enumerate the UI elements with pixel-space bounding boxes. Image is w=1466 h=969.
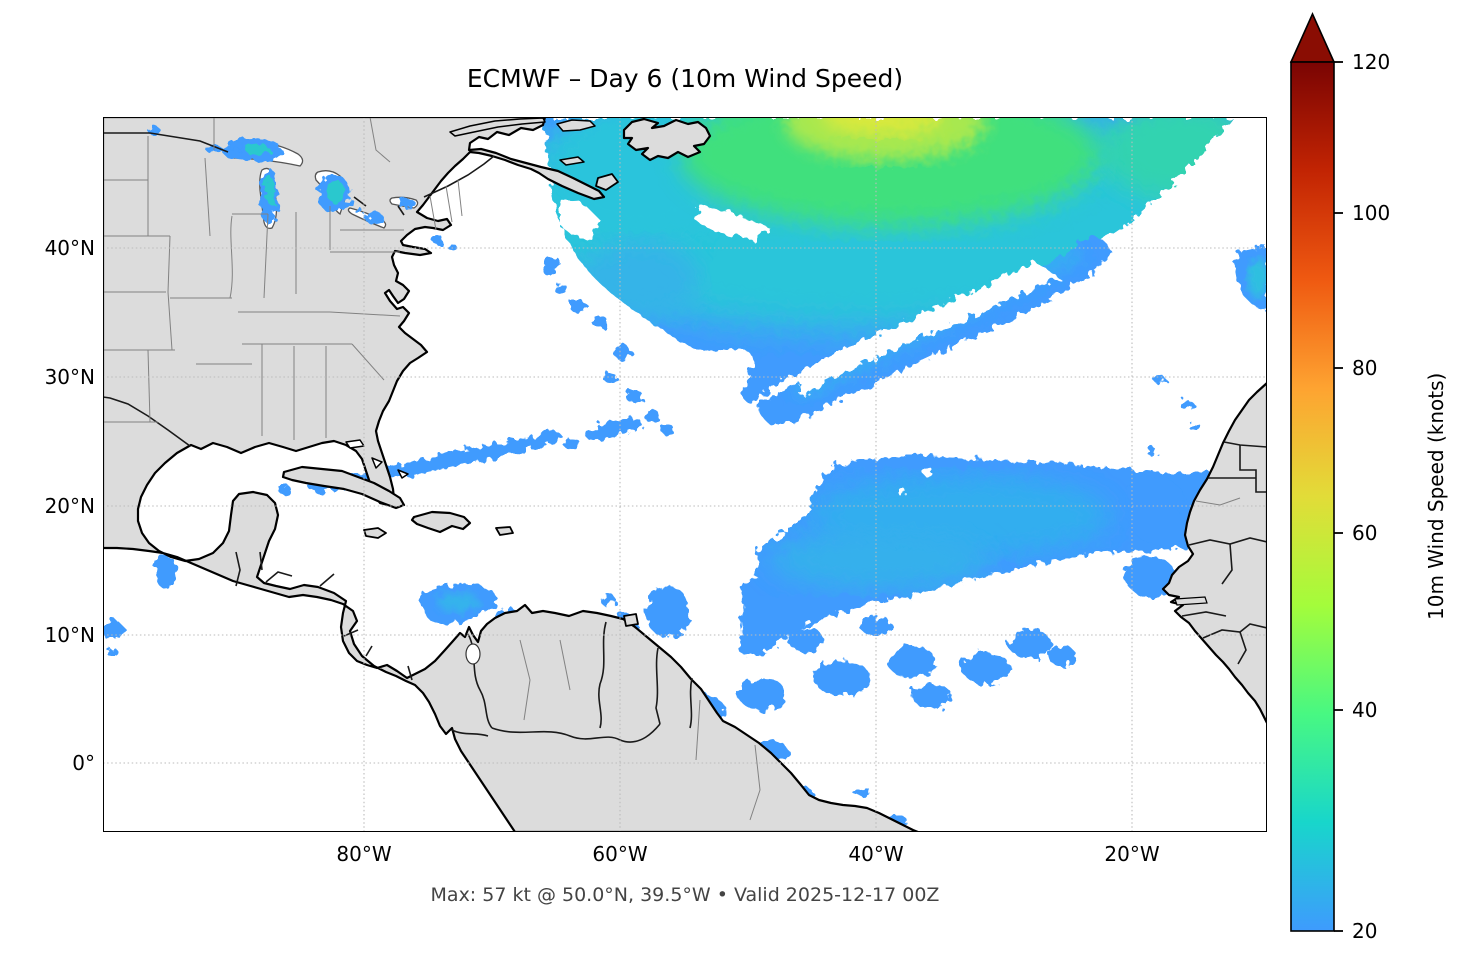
colorbar-tick-20: 20 [1352, 919, 1378, 943]
newfoundland [622, 117, 712, 162]
lon-tick-80w: 80°W [336, 842, 392, 866]
land-masses [103, 117, 1267, 832]
colorbar-extend-arrow [1289, 12, 1336, 63]
st-lawrence-sliver [449, 117, 546, 137]
jamaica [363, 527, 387, 539]
lat-tick-0: 0° [72, 751, 95, 775]
gambia-sliver [1174, 596, 1208, 606]
state-borders [103, 117, 1241, 821]
prince-edward-island [559, 156, 585, 166]
lat-tick-10n: 10°N [44, 623, 95, 647]
lon-tick-20w: 20°W [1104, 842, 1160, 866]
lon-tick-40w: 40°W [848, 842, 904, 866]
lake-maracaibo [465, 643, 481, 665]
anticosti-island [556, 119, 596, 132]
lat-tick-20n: 20°N [44, 494, 95, 518]
cape-breton [595, 173, 619, 191]
max-valid-caption: Max: 57 kt @ 50.0°N, 39.5°W • Valid 2025… [430, 884, 940, 906]
puerto-rico [495, 526, 514, 536]
colorbar-tick-40: 40 [1352, 698, 1378, 722]
colorbar-tick-100: 100 [1352, 201, 1391, 225]
lat-tick-40n: 40°N [44, 236, 95, 260]
africa-coastline [1161, 381, 1267, 725]
country-borders [103, 132, 1267, 743]
north-south-america-coastline [103, 117, 920, 832]
colorbar-tick-marks [1334, 61, 1343, 932]
trinidad [623, 613, 639, 627]
lon-tick-60w: 60°W [592, 842, 648, 866]
wind-speed-field [103, 117, 1267, 829]
map-canvas [103, 117, 1267, 832]
hispaniola [410, 510, 472, 534]
colorbar [1289, 12, 1343, 932]
colorbar-tick-120: 120 [1352, 50, 1391, 74]
figure-title: ECMWF – Day 6 (10m Wind Speed) [466, 64, 904, 93]
colorbar-gradient [1290, 61, 1335, 932]
graticule [103, 117, 1267, 832]
lat-tick-30n: 30°N [44, 365, 95, 389]
cuba [281, 465, 406, 510]
colorbar-axis-label: 10m Wind Speed (knots) [1424, 372, 1448, 620]
colorbar-tick-60: 60 [1352, 521, 1378, 545]
colorbar-tick-80: 80 [1352, 356, 1378, 380]
